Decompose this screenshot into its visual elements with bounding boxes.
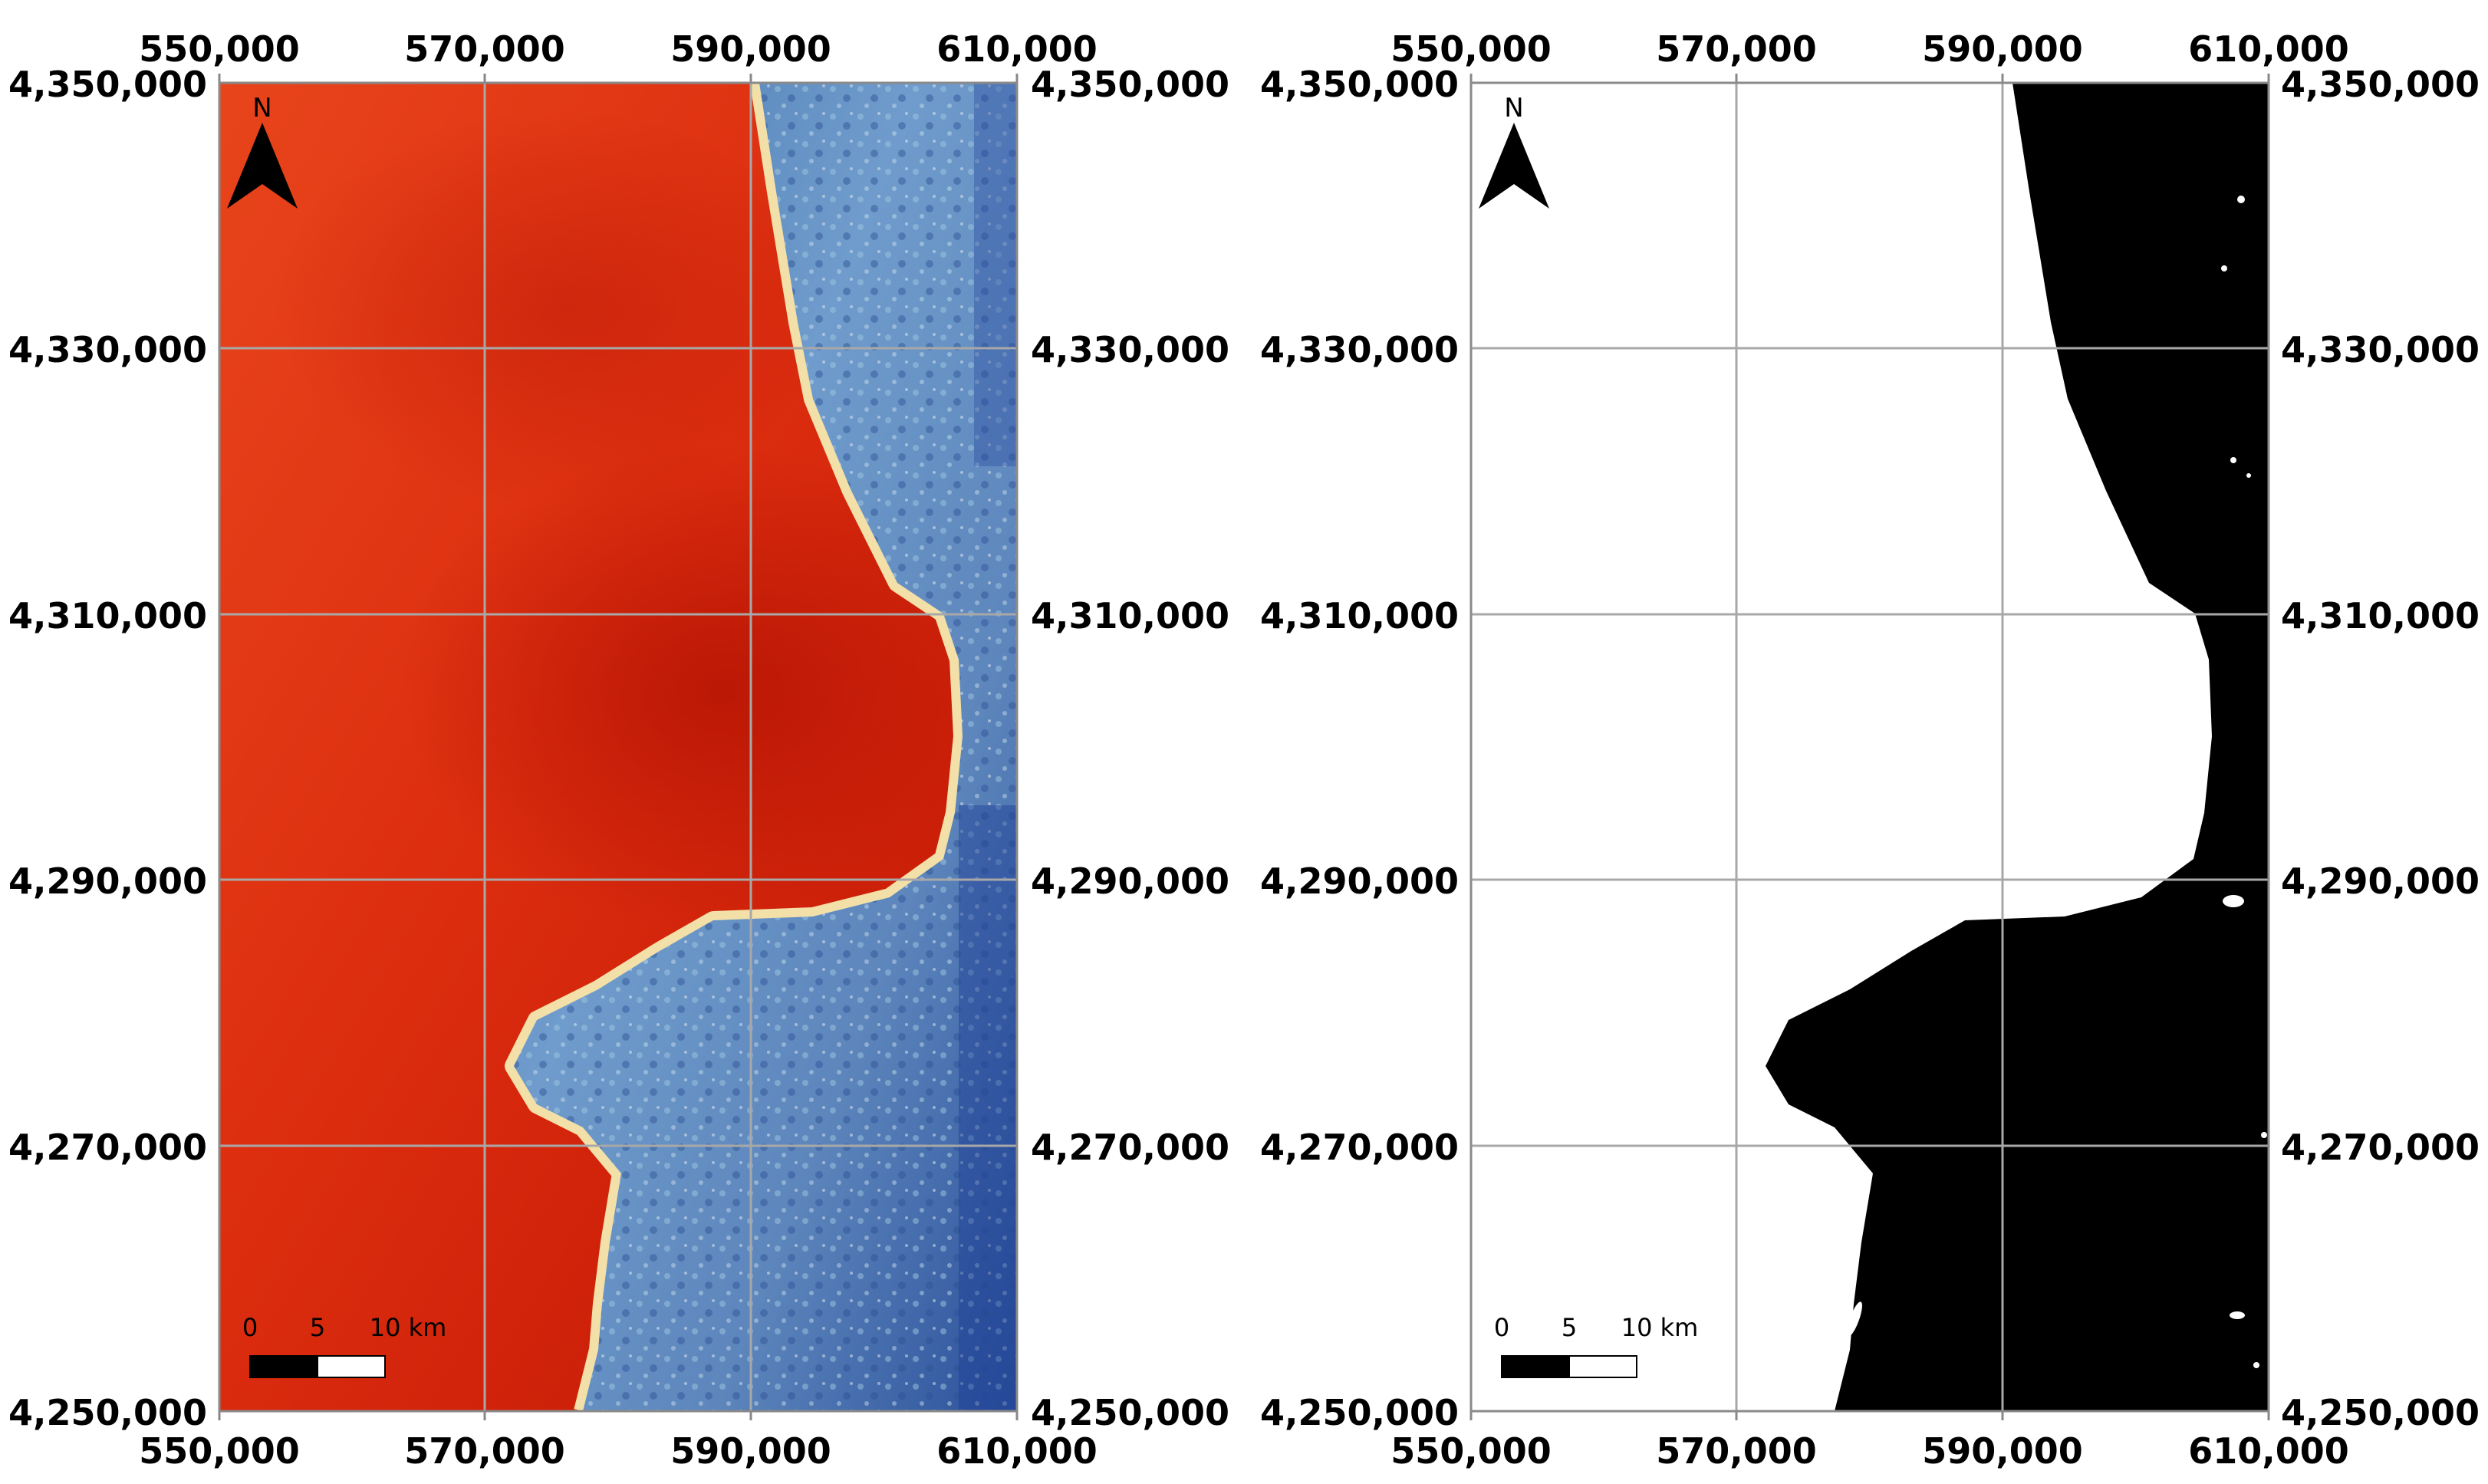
- svg-text:0: 0: [242, 1313, 258, 1342]
- water-mask-map: 550,000 570,000 590,000 610,000 550,000 …: [1260, 28, 2480, 1472]
- y-tick-right-4350000: 4,350,000: [2281, 64, 2480, 105]
- y-tick-right-4250000: 4,250,000: [2281, 1392, 2480, 1433]
- y-tick-left-4290000: 4,290,000: [8, 860, 207, 902]
- map-frame: [218, 81, 1019, 1413]
- y-tick-right-4290000: 4,290,000: [1031, 860, 1229, 902]
- y-tick-left-4330000: 4,330,000: [8, 329, 207, 370]
- grid-lines: [1471, 83, 2269, 1411]
- scale-bar: 0 5 10 km: [1494, 1313, 1699, 1378]
- x-tick-bottom-610000: 610,000: [936, 1430, 1098, 1472]
- svg-text:10 km: 10 km: [370, 1313, 447, 1342]
- grid-lines: [219, 83, 1017, 1411]
- svg-text:N: N: [1504, 93, 1523, 123]
- land-mask-area: [1766, 83, 2269, 1411]
- y-tick-left-4290000: 4,290,000: [1260, 860, 1459, 902]
- svg-text:5: 5: [1562, 1313, 1577, 1342]
- x-tick-top-610000: 610,000: [2188, 28, 2349, 70]
- y-tick-right-4310000: 4,310,000: [2281, 595, 2480, 637]
- svg-text:5: 5: [310, 1313, 325, 1342]
- x-tick-top-590000: 590,000: [670, 28, 831, 70]
- x-tick-bottom-550000: 550,000: [1390, 1430, 1552, 1472]
- scale-bar: 0 5 10 km: [242, 1313, 447, 1378]
- y-tick-left-4330000: 4,330,000: [1260, 329, 1459, 370]
- north-arrow-icon: N: [1479, 93, 1549, 209]
- x-tick-bottom-550000: 550,000: [139, 1430, 300, 1472]
- composite-map-panel: 550,000 570,000 590,000 610,000 550,000 …: [8, 28, 1229, 1472]
- y-tick-left-4250000: 4,250,000: [8, 1392, 207, 1433]
- y-tick-right-4350000: 4,350,000: [1031, 64, 1229, 105]
- y-tick-left-4310000: 4,310,000: [1260, 595, 1459, 637]
- y-tick-right-4270000: 4,270,000: [1031, 1127, 1229, 1168]
- y-tick-left-4350000: 4,350,000: [1260, 64, 1459, 105]
- y-tick-right-4330000: 4,330,000: [1031, 329, 1229, 370]
- x-tick-top-550000: 550,000: [1390, 28, 1552, 70]
- x-tick-bottom-590000: 590,000: [1922, 1430, 2083, 1472]
- y-tick-right-4310000: 4,310,000: [1031, 595, 1229, 637]
- y-tick-left-4250000: 4,250,000: [1260, 1392, 1459, 1433]
- svg-text:0: 0: [1494, 1313, 1509, 1342]
- y-tick-left-4350000: 4,350,000: [8, 64, 207, 105]
- y-tick-left-4270000: 4,270,000: [1260, 1127, 1459, 1168]
- y-tick-right-4250000: 4,250,000: [1031, 1392, 1229, 1433]
- svg-text:N: N: [252, 93, 272, 123]
- x-tick-bottom-570000: 570,000: [1656, 1430, 1817, 1472]
- x-tick-top-550000: 550,000: [139, 28, 300, 70]
- y-tick-left-4310000: 4,310,000: [8, 595, 207, 637]
- x-tick-top-570000: 570,000: [1656, 28, 1817, 70]
- y-tick-right-4330000: 4,330,000: [2281, 329, 2480, 370]
- water-mask-map-panel: 550,000 570,000 590,000 610,000 550,000 …: [1244, 0, 2488, 1484]
- x-tick-top-610000: 610,000: [936, 28, 1098, 70]
- y-tick-left-4270000: 4,270,000: [8, 1127, 207, 1168]
- svg-text:10 km: 10 km: [1621, 1313, 1699, 1342]
- map-frame: [1469, 81, 2270, 1413]
- x-tick-top-570000: 570,000: [404, 28, 565, 70]
- north-arrow-icon: N: [227, 93, 298, 209]
- x-tick-top-590000: 590,000: [1922, 28, 2083, 70]
- y-tick-right-4290000: 4,290,000: [2281, 860, 2480, 902]
- composite-map: 550,000 570,000 590,000 610,000 550,000 …: [8, 28, 1229, 1472]
- x-tick-bottom-610000: 610,000: [2188, 1430, 2349, 1472]
- x-tick-bottom-590000: 590,000: [670, 1430, 831, 1472]
- y-tick-right-4270000: 4,270,000: [2281, 1127, 2480, 1168]
- x-tick-bottom-570000: 570,000: [404, 1430, 565, 1472]
